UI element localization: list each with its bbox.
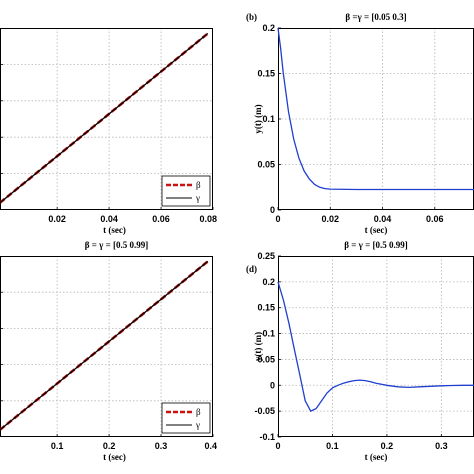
x-tick-label: 0 (275, 441, 280, 451)
x-tick-label: 0.4 (204, 441, 217, 451)
axes-frame (0, 28, 213, 210)
x-tick-label: 0.04 (100, 214, 118, 224)
y-tick-label: 0 (270, 205, 275, 215)
x-tick-label: 0.3 (155, 441, 168, 451)
legend-box (161, 175, 211, 207)
panel-label: (b) (246, 12, 257, 22)
x-axis-label: t (sec) (365, 452, 388, 462)
x-tick-label: 0.08 (199, 214, 217, 224)
legend: βγ (161, 175, 211, 207)
y-tick-label: 0.1 (262, 329, 275, 339)
legend-entry: β (196, 407, 201, 417)
axes-frame (0, 256, 213, 437)
x-axis-label: t (sec) (365, 225, 388, 235)
y-tick-label: 0.1 (262, 114, 275, 124)
y-tick-label: 0.05 (257, 160, 275, 170)
legend-entry: γ (195, 420, 200, 430)
y-tick-label: 0.05 (257, 354, 275, 364)
y-axis-label: y(t) (m) (253, 332, 263, 361)
legend-entry: γ (195, 193, 200, 203)
legend-box (161, 402, 211, 434)
x-axis-label: t (sec) (103, 225, 126, 235)
x-tick-label: 0.3 (435, 441, 448, 451)
x-tick-label: 0.04 (374, 214, 392, 224)
y-tick-label: 0.15 (257, 303, 275, 313)
x-tick-label: 0 (275, 214, 280, 224)
x-tick-label: 0.2 (381, 441, 394, 451)
panel-label: (d) (246, 264, 257, 274)
panel-d-plot: 0 0.1 0.2 0.3 -0.1 -0.05 0 0.05 0.1 0.15 0.2 0.25 t … (246, 240, 474, 462)
x-tick-label: 0.06 (426, 214, 444, 224)
series-line-response (277, 27, 474, 191)
y-tick-label: 0 (270, 380, 275, 390)
series-line-gamma-overlay (0, 261, 209, 431)
x-tick-label: 0.1 (51, 441, 64, 451)
y-tick-label: 0.2 (262, 23, 275, 33)
panel-a-plot: 0.02 0.04 0.06 0.08 t (sec) βγ (0, 28, 217, 235)
chart-title: β = γ = [0.5 0.99] (344, 240, 407, 250)
y-tick-label: -0.05 (254, 406, 275, 416)
legend-entry: β (196, 180, 201, 190)
y-tick-label: -0.1 (259, 432, 275, 442)
chart-title: β = γ = [0.5 0.99] (85, 240, 148, 250)
axes-frame (278, 256, 474, 437)
series-line-response (277, 281, 474, 412)
y-tick-label: 0.25 (257, 251, 275, 261)
legend: βγ (161, 402, 211, 434)
y-tick-label: 0.2 (262, 277, 275, 287)
chart-title: β =γ = [0.05 0.3] (345, 12, 406, 22)
x-tick-label: 0.02 (48, 214, 66, 224)
y-tick-label: 0.15 (257, 69, 275, 79)
series-line-gamma-overlay (0, 33, 209, 204)
panel-c-plot: 0.1 0.2 0.3 0.4 t (sec) β = γ = [0.5 0.99] βγ (0, 240, 217, 462)
panel-b-plot: 0 0.02 0.04 0.06 0 0.05 0.1 0.15 0.2 t (sec) y(t) … (246, 12, 474, 235)
x-tick-label: 0.2 (103, 441, 116, 451)
x-tick-label: 0.06 (152, 214, 170, 224)
x-tick-label: 0.1 (326, 441, 339, 451)
y-axis-label: y(t) (m) (253, 104, 263, 133)
x-tick-label: 0.02 (322, 214, 340, 224)
x-axis-label: t (sec) (103, 452, 126, 462)
